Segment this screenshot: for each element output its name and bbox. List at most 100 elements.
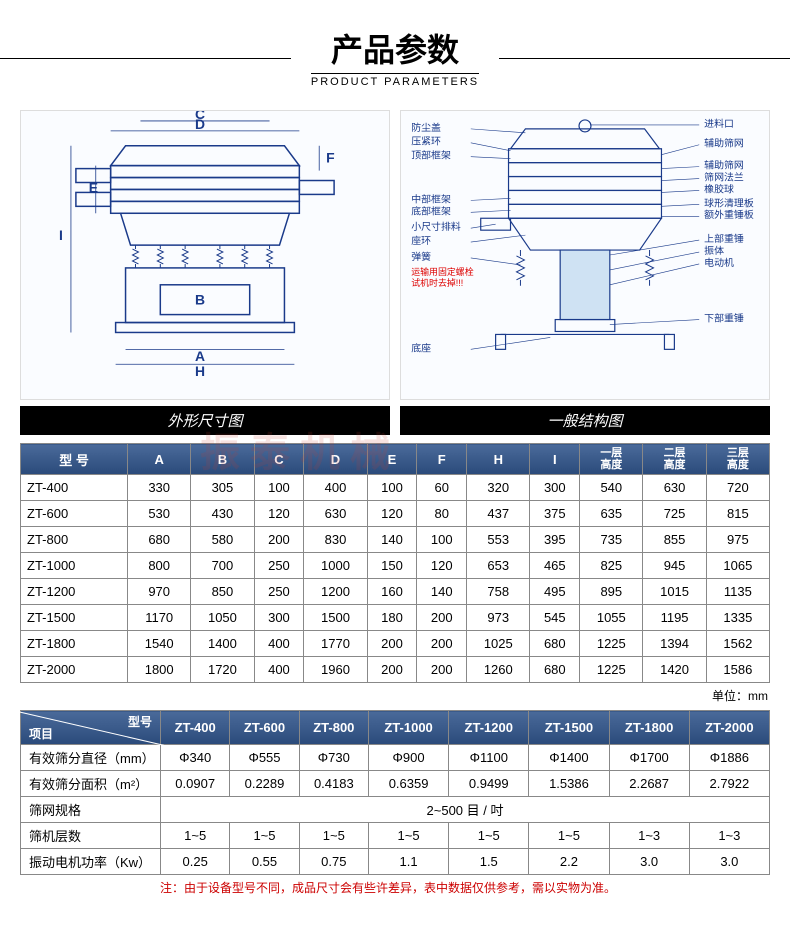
table-cell: 0.75 xyxy=(299,849,368,875)
table-cell: 1335 xyxy=(706,605,769,631)
table-header: B xyxy=(191,444,254,475)
table-cell: 1394 xyxy=(643,631,706,657)
table-cell: 1135 xyxy=(706,579,769,605)
header-title-wrap: 产品参数 PRODUCT PARAMETERS xyxy=(291,25,499,90)
table-header: ZT-1500 xyxy=(529,711,609,745)
row-label: 有效筛分面积（m²） xyxy=(21,771,161,797)
table-cell: 0.2289 xyxy=(230,771,299,797)
table-cell: 0.25 xyxy=(161,849,230,875)
table-cell: 80 xyxy=(417,501,467,527)
table-cell: 1~5 xyxy=(368,823,448,849)
table-cell: 725 xyxy=(643,501,706,527)
table-cell: 0.4183 xyxy=(299,771,368,797)
table-cell: 305 xyxy=(191,475,254,501)
table-cell: Φ1400 xyxy=(529,745,609,771)
table-cell: 895 xyxy=(580,579,643,605)
table-cell: 850 xyxy=(191,579,254,605)
table-row: ZT-1200970850250120016014075849589510151… xyxy=(21,579,770,605)
table-header: I xyxy=(530,444,580,475)
table-header: ZT-800 xyxy=(299,711,368,745)
svg-text:F: F xyxy=(326,150,334,166)
table2-wrap: 型号 项目 ZT-400ZT-600ZT-800ZT-1000 ZT-1200Z… xyxy=(0,704,790,875)
table-cell: 300 xyxy=(254,605,304,631)
table-cell: Φ1886 xyxy=(689,745,769,771)
table-cell: ZT-800 xyxy=(21,527,128,553)
page-header: 产品参数 PRODUCT PARAMETERS xyxy=(0,0,790,100)
table-cell: 0.55 xyxy=(230,849,299,875)
svg-text:B: B xyxy=(195,292,205,308)
table-cell: 680 xyxy=(530,631,580,657)
svg-text:下部重锤: 下部重锤 xyxy=(704,312,744,325)
table-cell: ZT-1800 xyxy=(21,631,128,657)
table-cell: 1195 xyxy=(643,605,706,631)
table-cell: 120 xyxy=(254,501,304,527)
table-header: 一层高度 xyxy=(580,444,643,475)
dimension-diagram: D C E F B A H I xyxy=(20,110,390,400)
structure-diagram: 防尘盖 压紧环 顶部框架 中部框架 底部框架 小尺寸排料 座环 弹簧 运输用固定… xyxy=(400,110,770,400)
table-cell: 1.5386 xyxy=(529,771,609,797)
table-header: ZT-2000 xyxy=(689,711,769,745)
svg-text:橡胶球: 橡胶球 xyxy=(704,182,734,195)
table-row: 振动电机功率（Kw）0.250.550.751.11.52.23.03.0 xyxy=(21,849,770,875)
table-row: 筛网规格2~500 目 / 吋 xyxy=(21,797,770,823)
table-cell: 100 xyxy=(254,475,304,501)
table-cell: 330 xyxy=(128,475,191,501)
table-row: ZT-60053043012063012080437375635725815 xyxy=(21,501,770,527)
table-cell: Φ1700 xyxy=(609,745,689,771)
diagrams-row: D C E F B A H I xyxy=(0,100,790,400)
table-cell: 1015 xyxy=(643,579,706,605)
svg-text:I: I xyxy=(59,227,63,243)
table-cell: ZT-400 xyxy=(21,475,128,501)
table-cell: 825 xyxy=(580,553,643,579)
table-header: E xyxy=(367,444,417,475)
table-cell: 1200 xyxy=(304,579,367,605)
table-cell: 1.5 xyxy=(449,849,529,875)
table-cell: 970 xyxy=(128,579,191,605)
table-cell: ZT-2000 xyxy=(21,657,128,683)
svg-text:底部框架: 底部框架 xyxy=(411,204,451,217)
table-cell: 0.0907 xyxy=(161,771,230,797)
table-cell: 1770 xyxy=(304,631,367,657)
table-row: ZT-40033030510040010060320300540630720 xyxy=(21,475,770,501)
table-cell: ZT-1000 xyxy=(21,553,128,579)
table-cell: ZT-600 xyxy=(21,501,128,527)
svg-text:振体: 振体 xyxy=(704,244,724,257)
table-cell: 437 xyxy=(467,501,530,527)
table-cell: 530 xyxy=(128,501,191,527)
table-cell: 1025 xyxy=(467,631,530,657)
table-cell: Φ730 xyxy=(299,745,368,771)
table-cell: 1225 xyxy=(580,657,643,683)
svg-text:座环: 座环 xyxy=(411,234,431,247)
row-label: 有效筛分直径（mm） xyxy=(21,745,161,771)
table-cell: 680 xyxy=(530,657,580,683)
title-en: PRODUCT PARAMETERS xyxy=(311,73,479,88)
table-cell: 0.9499 xyxy=(449,771,529,797)
table-cell: 100 xyxy=(417,527,467,553)
svg-text:A: A xyxy=(195,348,205,364)
table-header: ZT-600 xyxy=(230,711,299,745)
table-row: ZT-1000800700250100015012065346582594510… xyxy=(21,553,770,579)
table-header: ZT-1800 xyxy=(609,711,689,745)
table-header: C xyxy=(254,444,304,475)
table-cell: 140 xyxy=(417,579,467,605)
specs-table: 型号 项目 ZT-400ZT-600ZT-800ZT-1000 ZT-1200Z… xyxy=(20,710,770,875)
table-header: ZT-400 xyxy=(161,711,230,745)
table-cell: 1170 xyxy=(128,605,191,631)
table-cell: 250 xyxy=(254,553,304,579)
table-cell: 395 xyxy=(530,527,580,553)
svg-text:辅助筛网: 辅助筛网 xyxy=(704,137,744,150)
footnote: 注：由于设备型号不同，成品尺寸会有些许差异，表中数据仅供参考，需以实物为准。 xyxy=(0,875,790,896)
table-row: ZT-1800154014004001770200200102568012251… xyxy=(21,631,770,657)
table-cell: 653 xyxy=(467,553,530,579)
table-cell: 0.6359 xyxy=(368,771,448,797)
table-row: ZT-1500117010503001500180200973545105511… xyxy=(21,605,770,631)
table-cell: 1562 xyxy=(706,631,769,657)
svg-text:进料口: 进料口 xyxy=(704,117,734,130)
table-cell: 400 xyxy=(304,475,367,501)
table-cell: 1.1 xyxy=(368,849,448,875)
table-cell: 1800 xyxy=(128,657,191,683)
table-cell: 400 xyxy=(254,631,304,657)
table-cell: Φ340 xyxy=(161,745,230,771)
table-cell: 758 xyxy=(467,579,530,605)
table-cell: 1065 xyxy=(706,553,769,579)
